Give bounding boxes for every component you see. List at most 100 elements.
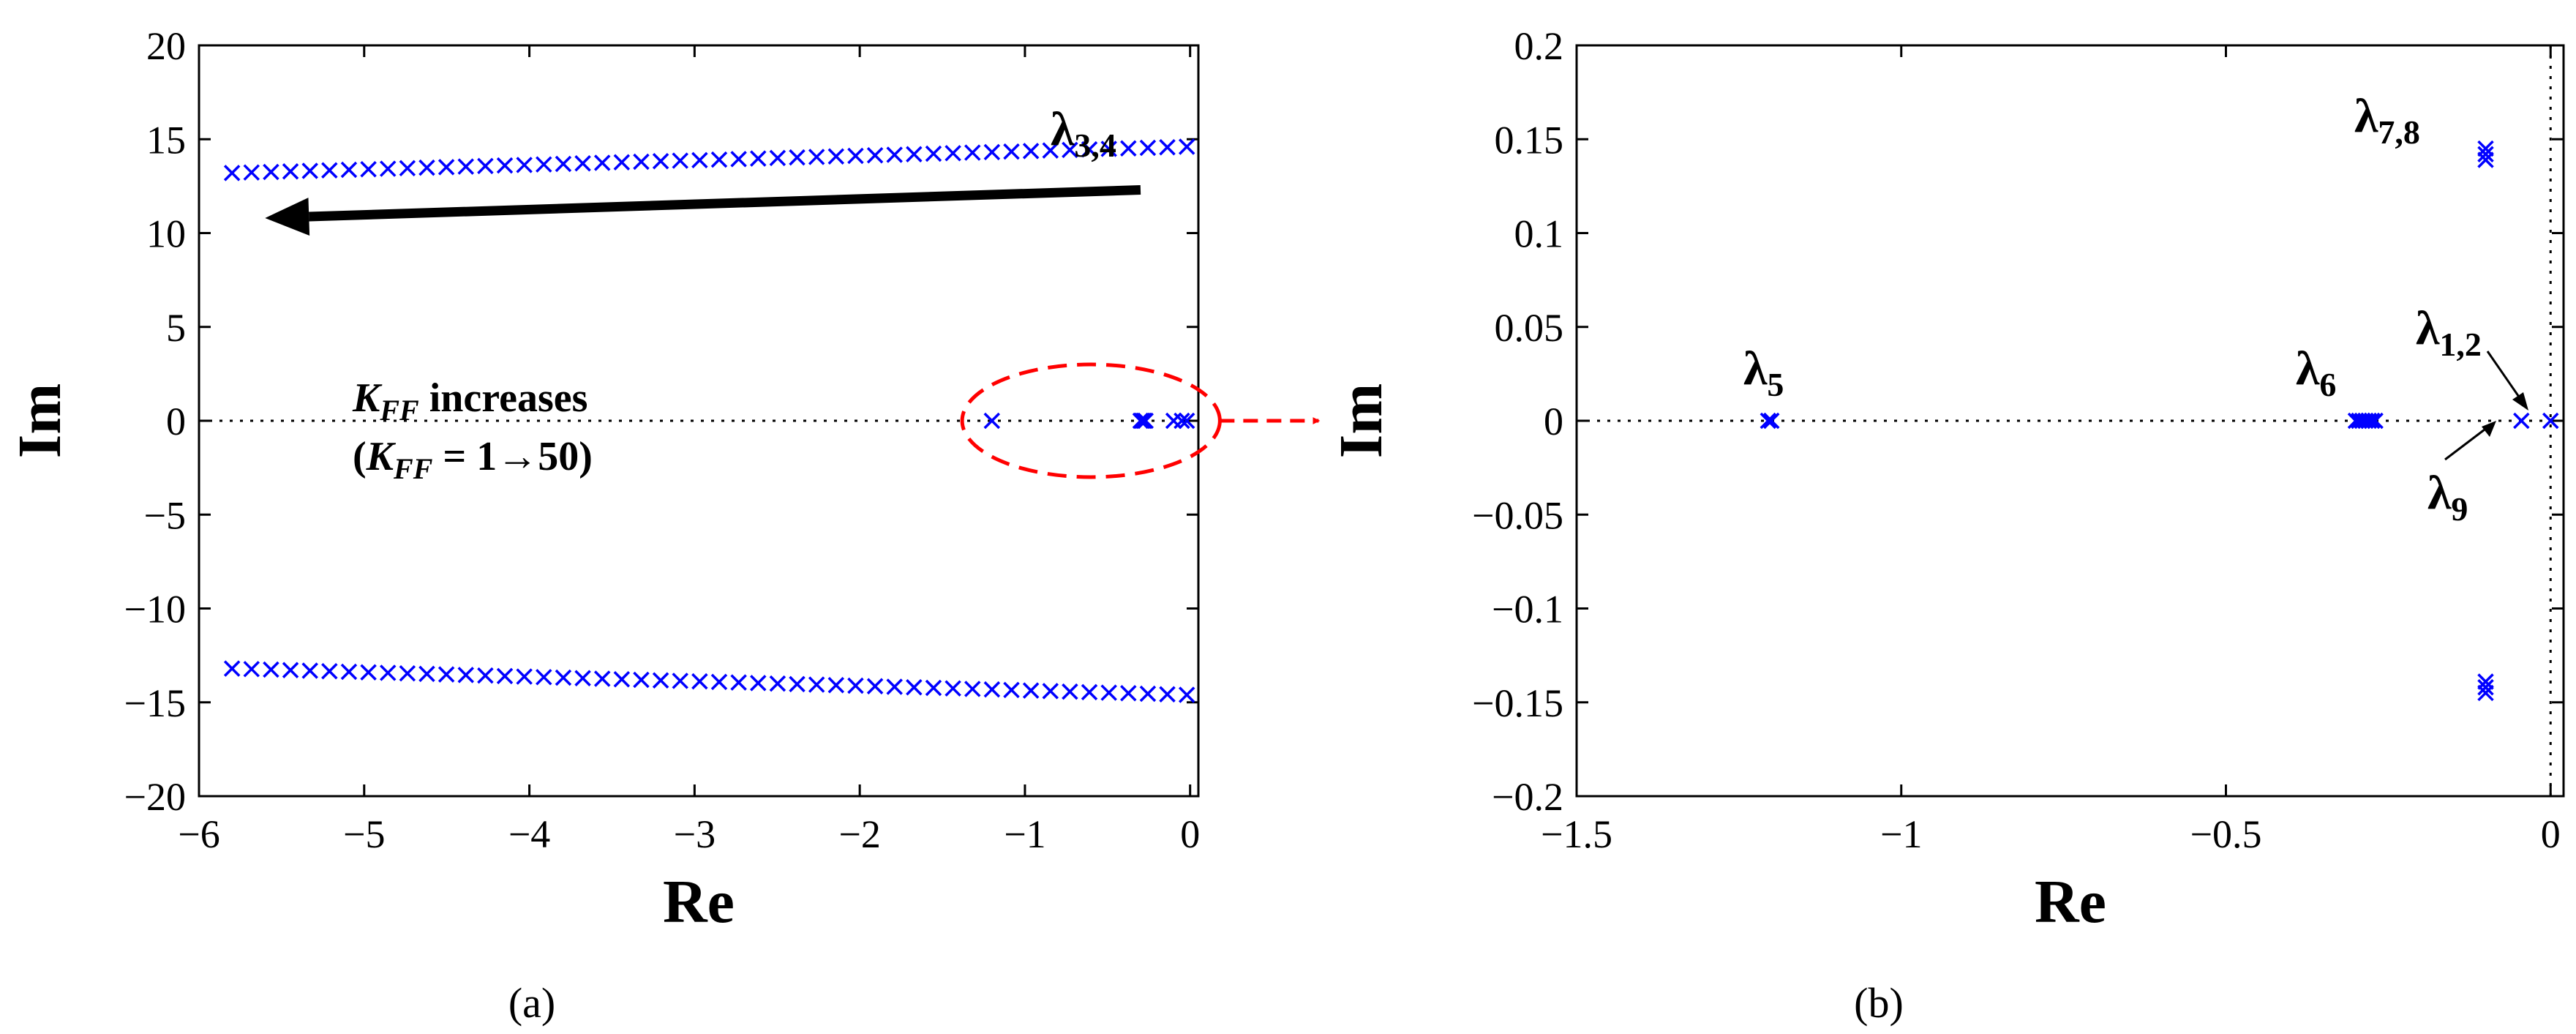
pole-lambda-4 <box>263 661 279 678</box>
panel-b-ytick-label: −0.2 <box>1492 775 1563 819</box>
pole-lambda-3 <box>730 151 747 168</box>
pole-point <box>2542 412 2559 430</box>
pole-lambda-3 <box>496 157 514 174</box>
pole-lambda-4 <box>672 673 688 689</box>
pole-lambda-4 <box>301 662 318 679</box>
pole-point <box>2477 151 2494 168</box>
pole-lambda-4 <box>243 661 260 678</box>
pole-lambda-4 <box>1081 683 1098 701</box>
pole-lambda-3 <box>1139 139 1157 157</box>
label-lambda-5: λ5 <box>1743 342 1784 403</box>
pole-real-axis <box>1137 412 1154 430</box>
pole-lambda-3 <box>945 145 961 162</box>
panel-a-x-axis-title: Re <box>663 868 735 936</box>
pole-lambda-3 <box>340 161 358 179</box>
annotation-kff-range: (KFF = 1→50) <box>353 434 593 485</box>
pole-lambda-3 <box>457 158 474 175</box>
pole-point <box>2477 673 2494 690</box>
pole-lambda-4 <box>964 681 981 697</box>
panel-b-ytick-label: 0.1 <box>1514 212 1564 256</box>
pole-lambda-4 <box>1139 685 1157 703</box>
pole-lambda-4 <box>340 663 358 681</box>
label-lambda-1-2: λ1,2 <box>2416 301 2482 363</box>
pole-lambda-4 <box>710 673 728 691</box>
pole-lambda-3 <box>1003 143 1020 160</box>
pole-lambda-3 <box>769 149 786 167</box>
label-lambda-7-8: λ7,8 <box>2354 89 2420 151</box>
pole-lambda-4 <box>886 678 903 695</box>
panel-a-xtick-label: −2 <box>838 812 880 856</box>
pole-point <box>2360 412 2377 430</box>
pole-lambda-3 <box>827 148 845 165</box>
pole-lambda-3 <box>399 160 416 177</box>
pole-lambda-4 <box>457 667 474 683</box>
pole-lambda-3 <box>536 156 552 173</box>
pole-lambda-3 <box>379 160 397 177</box>
panel-b-plot: 0.2 0.15 0.1 0.05 0 −0.05 −0.1 −0.15 −0.2 −1.5 −1… <box>1327 24 2565 1027</box>
label-lambda-3-4: λ3,4 <box>1051 102 1116 164</box>
panel-b-ytick-label: 0.05 <box>1495 306 1564 350</box>
pole-lambda-4 <box>730 674 747 691</box>
direction-arrow <box>265 185 1141 236</box>
pole-lambda-4 <box>983 681 1001 698</box>
panel-b-caption: (b) <box>1854 979 1904 1027</box>
pole-point <box>2363 412 2381 430</box>
pole-lambda-3 <box>223 165 241 181</box>
pole-point <box>1763 412 1780 430</box>
pole-lambda-4 <box>750 675 767 692</box>
pole-lambda-3 <box>866 146 884 164</box>
panel-a-xtick-label: 0 <box>1180 812 1200 856</box>
pole-lambda-3 <box>672 152 688 169</box>
pole-lambda-3 <box>243 164 260 181</box>
pole-lambda-3 <box>477 157 494 175</box>
pole-lambda-3 <box>301 162 318 179</box>
pole-lambda-3 <box>593 154 611 171</box>
panel-a-xtick-label: −4 <box>508 812 550 856</box>
panel-a-ytick-label: −15 <box>124 681 186 725</box>
pole-lambda-3 <box>983 143 1001 161</box>
panel-a-ytick-label: 20 <box>146 24 186 68</box>
panel-b-xtick-label: −1 <box>1880 812 1922 856</box>
pointer-lambda-9 <box>2444 421 2496 461</box>
pole-lambda-4 <box>1003 681 1020 699</box>
panel-b-xtick-label: −1.5 <box>1541 812 1612 856</box>
panel-a-ytick-label: 0 <box>166 400 186 443</box>
pole-lambda-3 <box>906 146 923 163</box>
pole-lambda-3 <box>1042 142 1059 159</box>
pole-real-axis <box>1174 412 1190 430</box>
pole-lambda-4 <box>1159 686 1176 703</box>
pole-lambda-3 <box>516 157 533 173</box>
pole-lambda-3 <box>360 161 377 178</box>
pole-lambda-3 <box>925 145 942 162</box>
pole-lambda-4 <box>925 679 942 697</box>
pole-lambda-3 <box>789 149 806 166</box>
panel-b-x-axis-title: Re <box>2035 868 2106 936</box>
panel-a-ytick-label: 5 <box>166 306 186 350</box>
panel-a-ytick-label: −20 <box>124 775 186 819</box>
pole-lambda-3 <box>847 147 864 165</box>
pole-lambda-4 <box>360 664 377 681</box>
pole-lambda-4 <box>379 664 397 681</box>
pole-lambda-3 <box>321 162 338 179</box>
pole-lambda-3 <box>1062 141 1078 159</box>
pole-lambda-4 <box>399 664 416 682</box>
pole-lambda-3 <box>886 146 903 163</box>
pole-lambda-3 <box>1022 143 1040 160</box>
pole-lambda-4 <box>633 671 650 689</box>
panel-b-ytick-label: −0.05 <box>1472 493 1563 537</box>
pole-lambda-4 <box>691 673 708 690</box>
panel-a-ytick-label: 10 <box>146 212 186 256</box>
pole-lambda-4 <box>1100 684 1117 701</box>
pole-lambda-3 <box>555 155 572 173</box>
label-lambda-6: λ6 <box>2296 342 2336 403</box>
pole-lambda-4 <box>418 665 435 683</box>
pole-lambda-4 <box>652 672 669 689</box>
pole-lambda-4 <box>866 678 884 695</box>
annotation-kff-increases: KFF increases <box>352 375 587 427</box>
pole-lambda-4 <box>555 669 572 686</box>
pole-lambda-3 <box>710 151 728 168</box>
pole-lambda-4 <box>1120 685 1137 702</box>
panel-a-xtick-label: −3 <box>674 812 716 856</box>
